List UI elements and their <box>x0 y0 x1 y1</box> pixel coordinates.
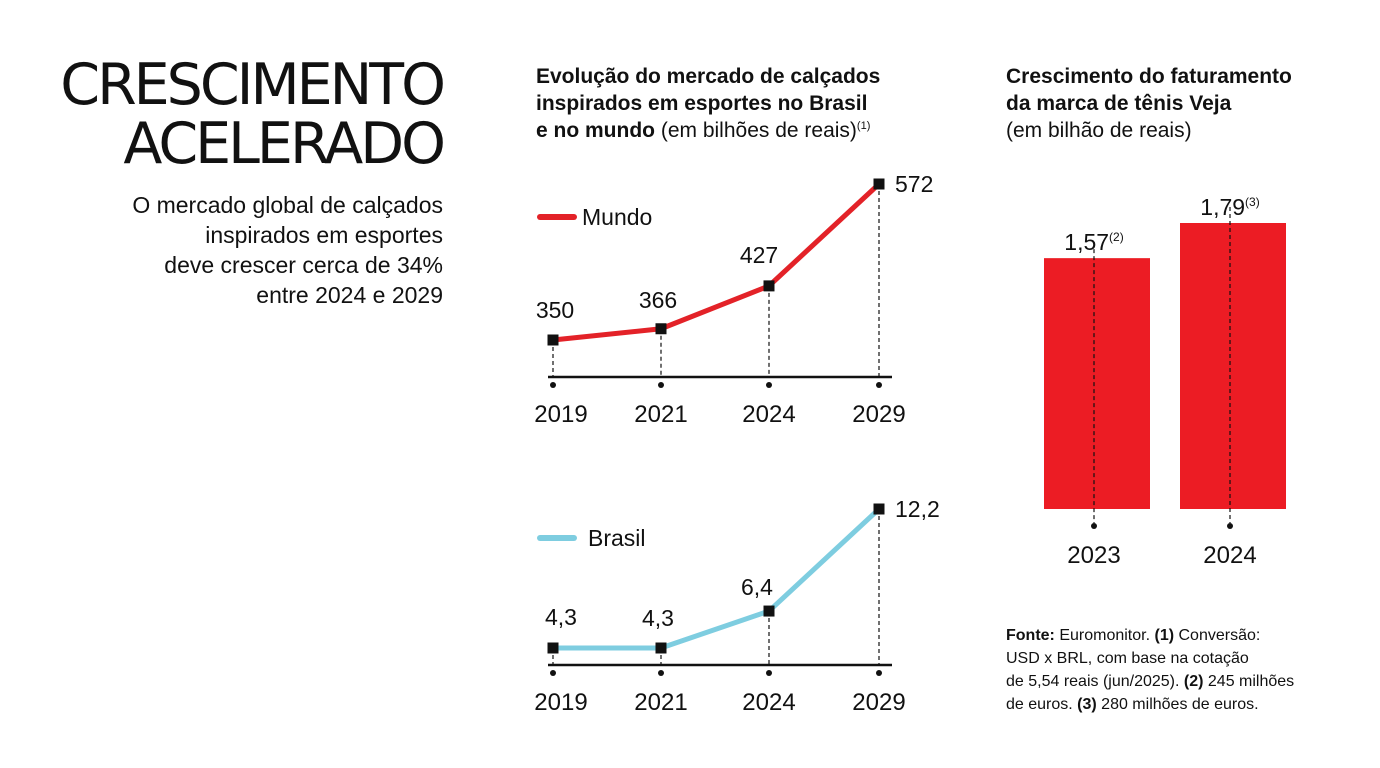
source-line-2: USD x BRL, com base na cotação <box>1006 650 1249 667</box>
bar-chart-title-unit: (em bilhão de reais) <box>1006 119 1192 142</box>
brasil-point <box>655 642 667 654</box>
bar-chart-title: Crescimento do faturamento da marca de t… <box>1006 63 1346 144</box>
brasil-tick-dot <box>658 670 664 676</box>
source-label: Fonte: <box>1006 627 1055 644</box>
source-line-1: Fonte: Euromonitor. (1) Conversão: <box>1006 627 1261 644</box>
bar-footnote-marker: (3) <box>1245 195 1260 209</box>
mundo-tick-dot <box>876 382 882 388</box>
mundo-data-label: 366 <box>639 287 677 313</box>
mundo-x-tick-label: 2021 <box>634 401 687 428</box>
line-charts-title-line-1: Evolução do mercado de calçados <box>536 65 881 88</box>
brasil-x-tick-label: 2024 <box>742 689 795 716</box>
mundo-x-tick-label: 2019 <box>534 401 587 428</box>
brasil-point <box>547 642 559 654</box>
mundo-x-tick-label: 2029 <box>852 401 905 428</box>
bar-chart-title-line-2: da marca de tênis Veja <box>1006 92 1232 115</box>
line-charts-title-line-2: inspirados em esportes no Brasil <box>536 92 868 115</box>
brasil-tick-dot <box>766 670 772 676</box>
brasil-data-label: 12,2 <box>895 496 940 522</box>
bar <box>1044 258 1150 509</box>
lede: O mercado global de calçados inspirados … <box>103 190 443 310</box>
brasil-x-tick-label: 2021 <box>634 689 687 716</box>
bar-tick-dot <box>1227 523 1233 529</box>
bar-footnote-marker: (2) <box>1109 230 1124 244</box>
footnote-1-marker: (1) <box>856 120 871 132</box>
brasil-legend-label: Brasil <box>588 525 646 551</box>
lede-line-4: entre 2024 e 2029 <box>256 282 443 308</box>
brasil-x-tick-label: 2029 <box>852 689 905 716</box>
lede-line-3: deve crescer cerca de 34% <box>164 252 443 278</box>
bar-chart-title-line-1: Crescimento do faturamento <box>1006 65 1292 88</box>
bar-x-tick-label: 2023 <box>1067 542 1120 569</box>
mundo-point <box>763 280 775 292</box>
lede-line-1: O mercado global de calçados <box>132 192 443 218</box>
brasil-data-label: 4,3 <box>642 605 674 631</box>
mundo-data-label: 350 <box>536 297 574 323</box>
source-line-4: de euros. (3) 280 milhões de euros. <box>1006 696 1259 713</box>
brasil-tick-dot <box>876 670 882 676</box>
mundo-point <box>873 178 885 190</box>
brasil-x-tick-label: 2019 <box>534 689 587 716</box>
source-line-3: de 5,54 reais (jun/2025). (2) 245 milhõe… <box>1006 673 1295 690</box>
bar-tick-dot <box>1091 523 1097 529</box>
mundo-series-line <box>552 182 881 343</box>
brasil-data-label: 4,3 <box>545 604 577 630</box>
line-charts-title-unit: (em bilhões de reais) <box>655 119 857 142</box>
mundo-data-label: 427 <box>740 242 778 268</box>
line-charts-title-line-3: e no mundo <box>536 119 655 142</box>
mundo-point <box>655 323 667 335</box>
brasil-tick-dot <box>550 670 556 676</box>
mundo-x-tick-label: 2024 <box>742 401 795 428</box>
lede-line-2: inspirados em esportes <box>205 222 443 248</box>
mundo-tick-dot <box>766 382 772 388</box>
mundo-point <box>547 334 559 346</box>
headline-line-1: CRESCIMENTO <box>60 52 446 118</box>
source-note: Fonte: Euromonitor. (1) Conversão: USD x… <box>1006 624 1346 716</box>
brasil-data-label: 6,4 <box>741 574 773 600</box>
headline: CRESCIMENTO ACELERADO <box>60 52 446 177</box>
line-charts-title: Evolução do mercado de calçados inspirad… <box>536 63 936 144</box>
headline-line-2: ACELERADO <box>123 111 446 177</box>
bar <box>1180 223 1286 509</box>
mundo-tick-dot <box>550 382 556 388</box>
brasil-point <box>873 503 885 515</box>
bar-data-label: 1,79(3) <box>1200 194 1259 220</box>
mundo-legend-label: Mundo <box>582 204 652 230</box>
bar-x-tick-label: 2024 <box>1203 542 1256 569</box>
mundo-tick-dot <box>658 382 664 388</box>
mundo-data-label: 572 <box>895 171 933 197</box>
brasil-series-line <box>553 507 881 651</box>
brasil-point <box>763 605 775 617</box>
bar-data-label: 1,57(2) <box>1064 229 1123 255</box>
